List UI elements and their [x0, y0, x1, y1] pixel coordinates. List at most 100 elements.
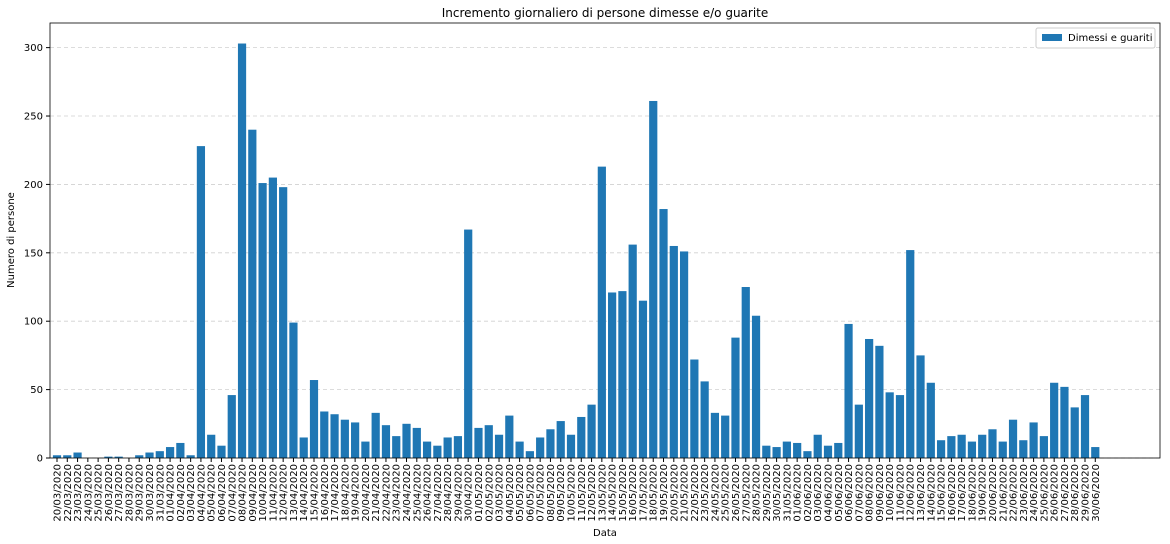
bar — [1070, 407, 1079, 458]
bar — [546, 429, 555, 458]
x-tick-label: 12/06/2020 — [906, 464, 917, 522]
x-tick-label: 06/05/2020 — [525, 464, 536, 522]
x-tick-label: 07/05/2020 — [536, 464, 547, 522]
x-tick-label: 09/05/2020 — [556, 464, 567, 522]
x-tick-label: 17/04/2020 — [330, 464, 341, 522]
bar — [227, 395, 236, 458]
x-tick-label: 04/05/2020 — [505, 464, 516, 522]
x-tick-label: 19/04/2020 — [351, 464, 362, 522]
bar — [875, 345, 884, 458]
bar — [176, 442, 185, 458]
bar — [196, 146, 206, 458]
x-tick-label: 15/06/2020 — [937, 464, 948, 522]
bar — [299, 437, 308, 458]
x-tick-label: 26/06/2020 — [1050, 464, 1061, 522]
x-tick-label: 25/06/2020 — [1039, 464, 1050, 522]
x-tick-label: 22/06/2020 — [1009, 464, 1020, 522]
bar — [926, 382, 935, 458]
bar — [700, 381, 709, 458]
x-tick-label: 18/06/2020 — [967, 464, 978, 522]
x-tick-label: 27/04/2020 — [433, 464, 444, 522]
bar — [710, 412, 720, 458]
bar — [279, 187, 288, 458]
x-tick-label: 30/05/2020 — [772, 464, 783, 522]
x-tick-label: 08/04/2020 — [238, 464, 249, 522]
x-tick-label: 20/06/2020 — [988, 464, 999, 522]
bar — [320, 411, 329, 458]
bar — [854, 404, 863, 458]
bar — [494, 434, 504, 458]
bar — [268, 177, 277, 458]
x-tick-label: 06/04/2020 — [217, 464, 228, 522]
x-tick-label: 28/03/2020 — [124, 464, 135, 522]
x-tick-label: 02/04/2020 — [176, 464, 187, 522]
bar — [947, 436, 956, 458]
x-tick-label: 31/05/2020 — [782, 464, 793, 522]
bar — [392, 436, 401, 458]
x-tick-label: 23/06/2020 — [1019, 464, 1030, 522]
x-tick-label: 03/06/2020 — [813, 464, 824, 522]
x-tick-label: 13/04/2020 — [289, 464, 300, 522]
bar — [155, 451, 164, 458]
x-tick-label: 27/06/2020 — [1060, 464, 1071, 522]
bar — [566, 434, 576, 458]
x-tick-label: 08/06/2020 — [865, 464, 876, 522]
plot-frame — [49, 22, 1161, 459]
bar — [443, 437, 452, 458]
bar — [207, 434, 216, 458]
bar — [762, 445, 771, 458]
bar — [988, 429, 997, 458]
x-tick-label: 10/05/2020 — [567, 464, 578, 522]
bar — [330, 414, 339, 458]
bar — [721, 415, 730, 458]
x-tick-label: 05/05/2020 — [515, 464, 526, 522]
bar — [371, 412, 380, 458]
x-tick-label: 23/04/2020 — [392, 464, 403, 522]
x-tick-label: 16/05/2020 — [628, 464, 639, 522]
bar — [608, 292, 617, 458]
x-tick-label: 22/04/2020 — [381, 464, 392, 522]
legend: Dimessi e guariti — [1035, 27, 1156, 49]
x-tick-label: 24/06/2020 — [1029, 464, 1040, 522]
x-tick-label: 20/05/2020 — [669, 464, 680, 522]
x-tick-label: 16/04/2020 — [320, 464, 331, 522]
bar — [402, 423, 411, 458]
x-tick-label: 17/05/2020 — [638, 464, 649, 522]
x-tick-label: 10/04/2020 — [258, 464, 269, 522]
y-tick-label: 150 — [24, 248, 43, 259]
x-tick-label: 04/06/2020 — [824, 464, 835, 522]
x-tick-label: 12/04/2020 — [279, 464, 290, 522]
bar — [248, 129, 257, 458]
x-tick-label: 19/06/2020 — [978, 464, 989, 522]
y-tick-label: 300 — [24, 43, 43, 54]
x-tick-label: 03/04/2020 — [186, 464, 197, 522]
bar — [412, 427, 421, 458]
bar — [73, 452, 82, 458]
bar — [217, 445, 226, 458]
x-tick-label: 28/06/2020 — [1070, 464, 1081, 522]
x-tick-label: 26/04/2020 — [423, 464, 434, 522]
bar — [536, 437, 545, 458]
bar — [865, 338, 874, 458]
bar — [597, 166, 606, 458]
x-tick-label: 09/06/2020 — [875, 464, 886, 522]
x-tick-label: 11/04/2020 — [268, 464, 279, 522]
x-tick-label: 09/04/2020 — [248, 464, 259, 522]
x-tick-label: 10/06/2020 — [885, 464, 896, 522]
bar — [793, 442, 802, 458]
bar — [967, 441, 977, 458]
x-tick-label: 26/05/2020 — [731, 464, 742, 522]
bar — [957, 434, 966, 458]
y-tick-label: 250 — [24, 112, 43, 123]
x-tick-label: 13/06/2020 — [916, 464, 927, 522]
bar — [885, 392, 894, 458]
bar — [772, 447, 781, 458]
x-tick-label: 21/05/2020 — [680, 464, 691, 522]
bar — [823, 445, 833, 458]
bar — [289, 322, 298, 458]
x-tick-label: 11/05/2020 — [577, 464, 588, 522]
bar — [679, 251, 689, 458]
x-tick-label: 11/06/2020 — [895, 464, 906, 522]
bar — [63, 455, 72, 458]
